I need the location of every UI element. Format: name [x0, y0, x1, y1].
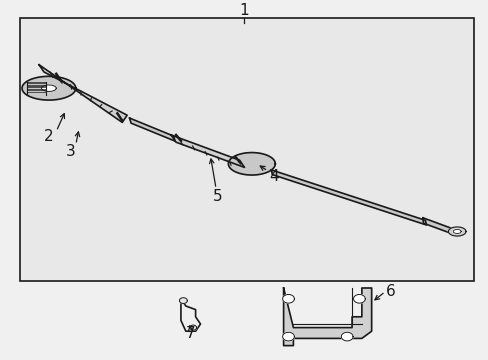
Polygon shape: [271, 170, 426, 225]
Polygon shape: [39, 65, 127, 122]
Text: 6: 6: [386, 284, 395, 299]
Polygon shape: [447, 227, 465, 236]
Polygon shape: [41, 85, 56, 91]
Polygon shape: [179, 298, 187, 303]
Text: 5: 5: [212, 189, 222, 204]
Polygon shape: [189, 325, 196, 330]
Polygon shape: [341, 332, 352, 341]
Polygon shape: [22, 76, 76, 100]
Polygon shape: [228, 153, 275, 175]
Polygon shape: [171, 135, 244, 167]
Bar: [20, 18, 473, 281]
Polygon shape: [422, 218, 457, 236]
Polygon shape: [283, 288, 371, 346]
Polygon shape: [282, 294, 294, 303]
Polygon shape: [353, 294, 365, 303]
Text: 7: 7: [185, 325, 195, 341]
Polygon shape: [282, 332, 294, 341]
Text: 3: 3: [66, 144, 76, 159]
Polygon shape: [129, 118, 175, 141]
Text: 1: 1: [239, 3, 249, 18]
Polygon shape: [452, 229, 460, 234]
Text: 2: 2: [44, 129, 54, 144]
Text: 4: 4: [268, 169, 278, 184]
